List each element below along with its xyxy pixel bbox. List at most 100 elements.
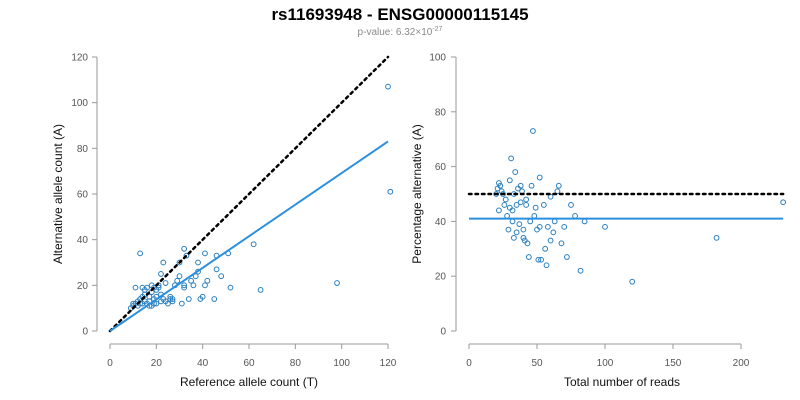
x-tick-label: 0 — [107, 358, 113, 369]
data-point — [496, 207, 502, 214]
chart-subtitle: p-value: 6.32×10-27 — [358, 26, 443, 38]
subtitle-text: p-value: 6.32×10 — [358, 27, 433, 38]
data-point — [547, 237, 554, 244]
data-point — [561, 223, 568, 230]
left-panel: 0 20 40 60 80 100 120 0 20 40 60 80 100 120 Reference … — [51, 53, 397, 390]
x-tick-label: 20 — [151, 358, 163, 369]
data-point — [181, 282, 188, 289]
data-point — [190, 282, 197, 289]
data-point — [227, 284, 234, 291]
data-point — [577, 267, 584, 274]
data-point — [192, 273, 199, 280]
x-tick-label: 0 — [466, 358, 472, 369]
y-tick-label: 20 — [435, 272, 447, 283]
data-point — [334, 280, 340, 286]
data-point — [185, 296, 192, 302]
data-point — [174, 277, 181, 284]
data-point — [385, 83, 391, 90]
data-point — [183, 252, 190, 259]
data-point — [202, 250, 208, 257]
data-point — [169, 298, 176, 305]
data-point — [204, 277, 211, 284]
data-point — [520, 234, 527, 241]
data-point — [512, 169, 519, 175]
data-point — [540, 202, 547, 208]
data-point — [506, 204, 513, 211]
x-tick-label: 100 — [597, 358, 614, 369]
data-point — [146, 293, 153, 300]
data-point — [629, 278, 636, 285]
y-tick-label: 60 — [435, 162, 447, 173]
data-point — [517, 182, 524, 189]
data-point — [497, 182, 504, 189]
data-point — [536, 223, 543, 230]
data-point — [502, 196, 509, 203]
data-point — [528, 182, 535, 189]
data-point — [517, 199, 524, 206]
data-point — [572, 213, 578, 219]
y-tick-label: 80 — [77, 144, 89, 155]
data-point — [213, 266, 220, 273]
x-tick-label: 40 — [197, 358, 209, 369]
data-point — [176, 273, 183, 280]
y-tick-label: 120 — [71, 53, 88, 64]
y-tick-label: 40 — [77, 235, 89, 246]
data-point — [496, 180, 502, 186]
data-point — [542, 245, 549, 252]
data-point — [535, 256, 542, 263]
data-point — [178, 300, 185, 307]
y-tick-label: 80 — [435, 107, 447, 118]
data-point — [527, 218, 534, 225]
data-point — [181, 245, 188, 252]
data-point — [509, 218, 516, 225]
data-point — [506, 177, 513, 184]
y-tick-label: 0 — [440, 327, 446, 338]
data-point — [713, 234, 720, 241]
data-point — [558, 240, 565, 247]
data-point — [195, 259, 201, 266]
data-point — [130, 300, 137, 307]
data-point — [501, 202, 508, 208]
y-tick-label: 100 — [429, 53, 446, 64]
data-point — [153, 300, 160, 307]
data-point — [257, 287, 264, 293]
data-point — [162, 280, 169, 286]
data-point — [780, 199, 787, 206]
data-point — [510, 234, 517, 241]
data-point — [155, 284, 162, 291]
data-point — [525, 254, 532, 260]
chart-title: rs11693948 - ENSG00000115145 — [271, 5, 528, 24]
x-tick-label: 100 — [333, 358, 350, 369]
data-point — [165, 300, 171, 307]
y-tick-label: 40 — [435, 217, 447, 228]
data-point — [520, 226, 527, 233]
data-point — [137, 250, 144, 257]
right-panel: 0 50 100 150 200 0 20 40 60 80 100 Total number of … — [410, 53, 787, 389]
data-point — [554, 188, 561, 195]
data-point — [188, 277, 194, 284]
data-point — [141, 287, 148, 293]
y-tick-label: 60 — [77, 190, 89, 201]
x-tick-label: 50 — [531, 358, 543, 369]
y-tick-label: 20 — [77, 281, 89, 292]
data-point — [523, 202, 530, 208]
data-point — [581, 218, 588, 225]
y-axis-label: Alternative allele count (A) — [51, 124, 65, 264]
data-point — [550, 229, 557, 236]
y-axis-label: Percentage alternative (A) — [410, 124, 424, 263]
data-point — [551, 218, 558, 225]
x-tick-label: 150 — [665, 358, 682, 369]
data-point — [523, 196, 530, 203]
data-point — [181, 284, 188, 291]
data-point — [169, 296, 176, 302]
data-point — [602, 223, 608, 230]
data-point — [531, 213, 538, 219]
data-point — [250, 241, 257, 248]
data-point — [530, 128, 536, 134]
data-point — [176, 259, 183, 266]
data-point — [211, 296, 218, 302]
data-point — [536, 174, 543, 181]
x-axis-label: Total number of reads — [564, 375, 680, 389]
